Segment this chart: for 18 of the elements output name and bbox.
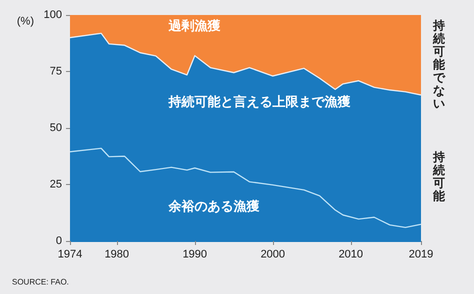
y-tick-label: 75 xyxy=(50,66,62,78)
y-tick-label: 100 xyxy=(44,9,62,21)
source-note: SOURCE: FAO. xyxy=(12,278,69,286)
x-tick-label: 2000 xyxy=(260,248,286,260)
x-tick-label: 2019 xyxy=(408,248,434,260)
x-tick-label: 2010 xyxy=(338,248,364,260)
series-label: 過剰漁獲 xyxy=(167,18,220,34)
text: 持続可能でない xyxy=(432,18,446,110)
series-label: 余裕のある漁獲 xyxy=(167,198,260,214)
text: 持続可能 xyxy=(432,150,446,204)
x-tick-label: 1974 xyxy=(58,248,82,260)
y-tick-label: 25 xyxy=(50,178,62,190)
series-label: 持続可能と言える上限まで漁獲 xyxy=(167,94,350,110)
y-tick-label: 50 xyxy=(50,122,62,134)
y-tick-label: 0 xyxy=(56,235,62,247)
x-tick-label: 1980 xyxy=(104,248,130,260)
x-tick-label: 1990 xyxy=(182,248,208,260)
y-axis-title: (%) xyxy=(16,16,34,28)
